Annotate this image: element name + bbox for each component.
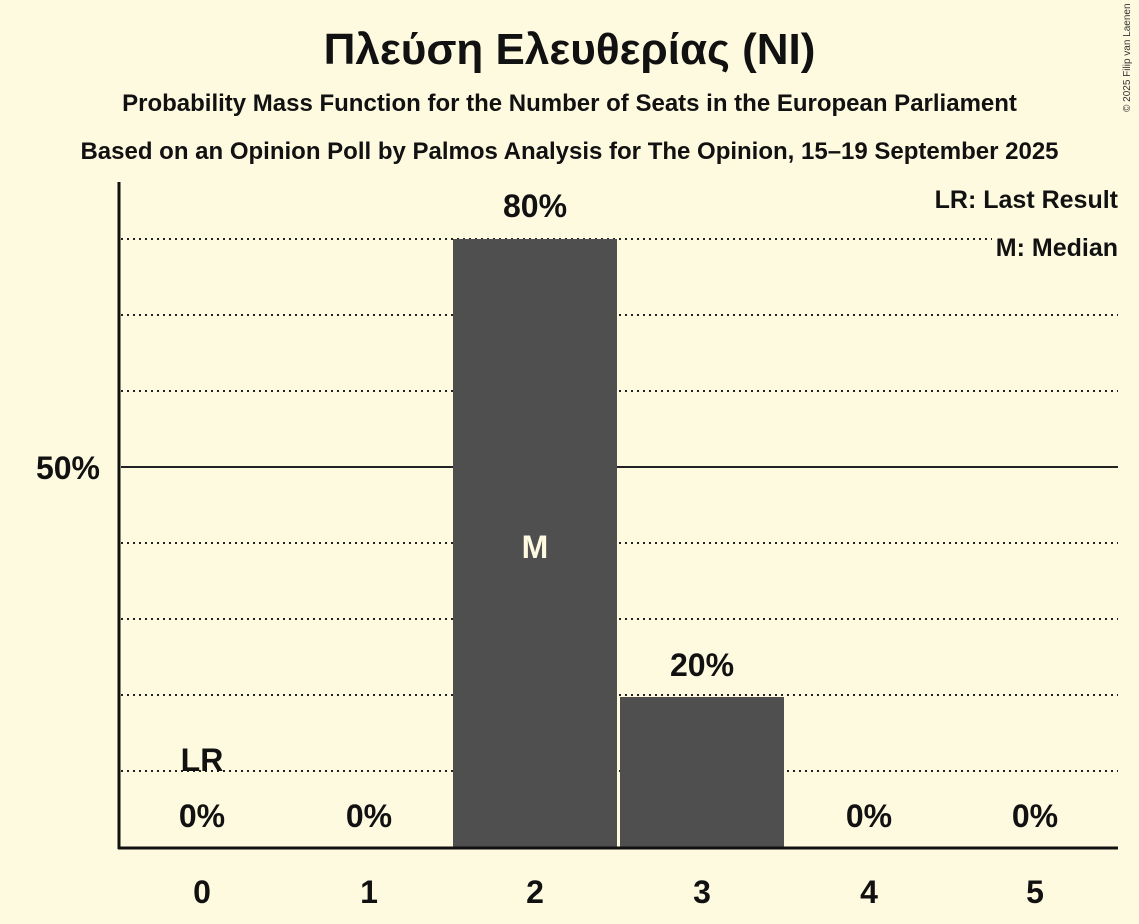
legend-last-result: LR: Last Result [930, 185, 1118, 215]
legend-median: M: Median [991, 233, 1118, 263]
value-label-seat-3: 20% [669, 647, 735, 683]
value-label-seat-4: 0% [845, 798, 893, 834]
x-tick-5: 5 [1026, 874, 1044, 910]
value-label-seat-2: 80% [502, 188, 568, 224]
y-tick-50: 50% [35, 450, 100, 486]
last-result-marker: LR [180, 742, 224, 778]
value-label-seat-5: 0% [1011, 798, 1059, 834]
chart-subtitle: Probability Mass Function for the Number… [122, 90, 1017, 117]
x-tick-3: 3 [693, 874, 711, 910]
value-label-seat-1: 0% [345, 798, 393, 834]
gridlines [121, 238, 1118, 772]
chart-source-line: Based on an Opinion Poll by Palmos Analy… [80, 138, 1059, 165]
x-tick-0: 0 [193, 874, 211, 910]
x-tick-1: 1 [360, 874, 378, 910]
bar-seat-3 [620, 697, 784, 848]
x-tick-2: 2 [526, 874, 544, 910]
median-marker: M [521, 529, 549, 565]
chart-title: Πλεύση Ελευθερίας (NI) [323, 25, 816, 74]
bar-seat-2 [453, 239, 617, 848]
x-tick-4: 4 [860, 874, 878, 910]
value-label-seat-0: 0% [178, 798, 226, 834]
